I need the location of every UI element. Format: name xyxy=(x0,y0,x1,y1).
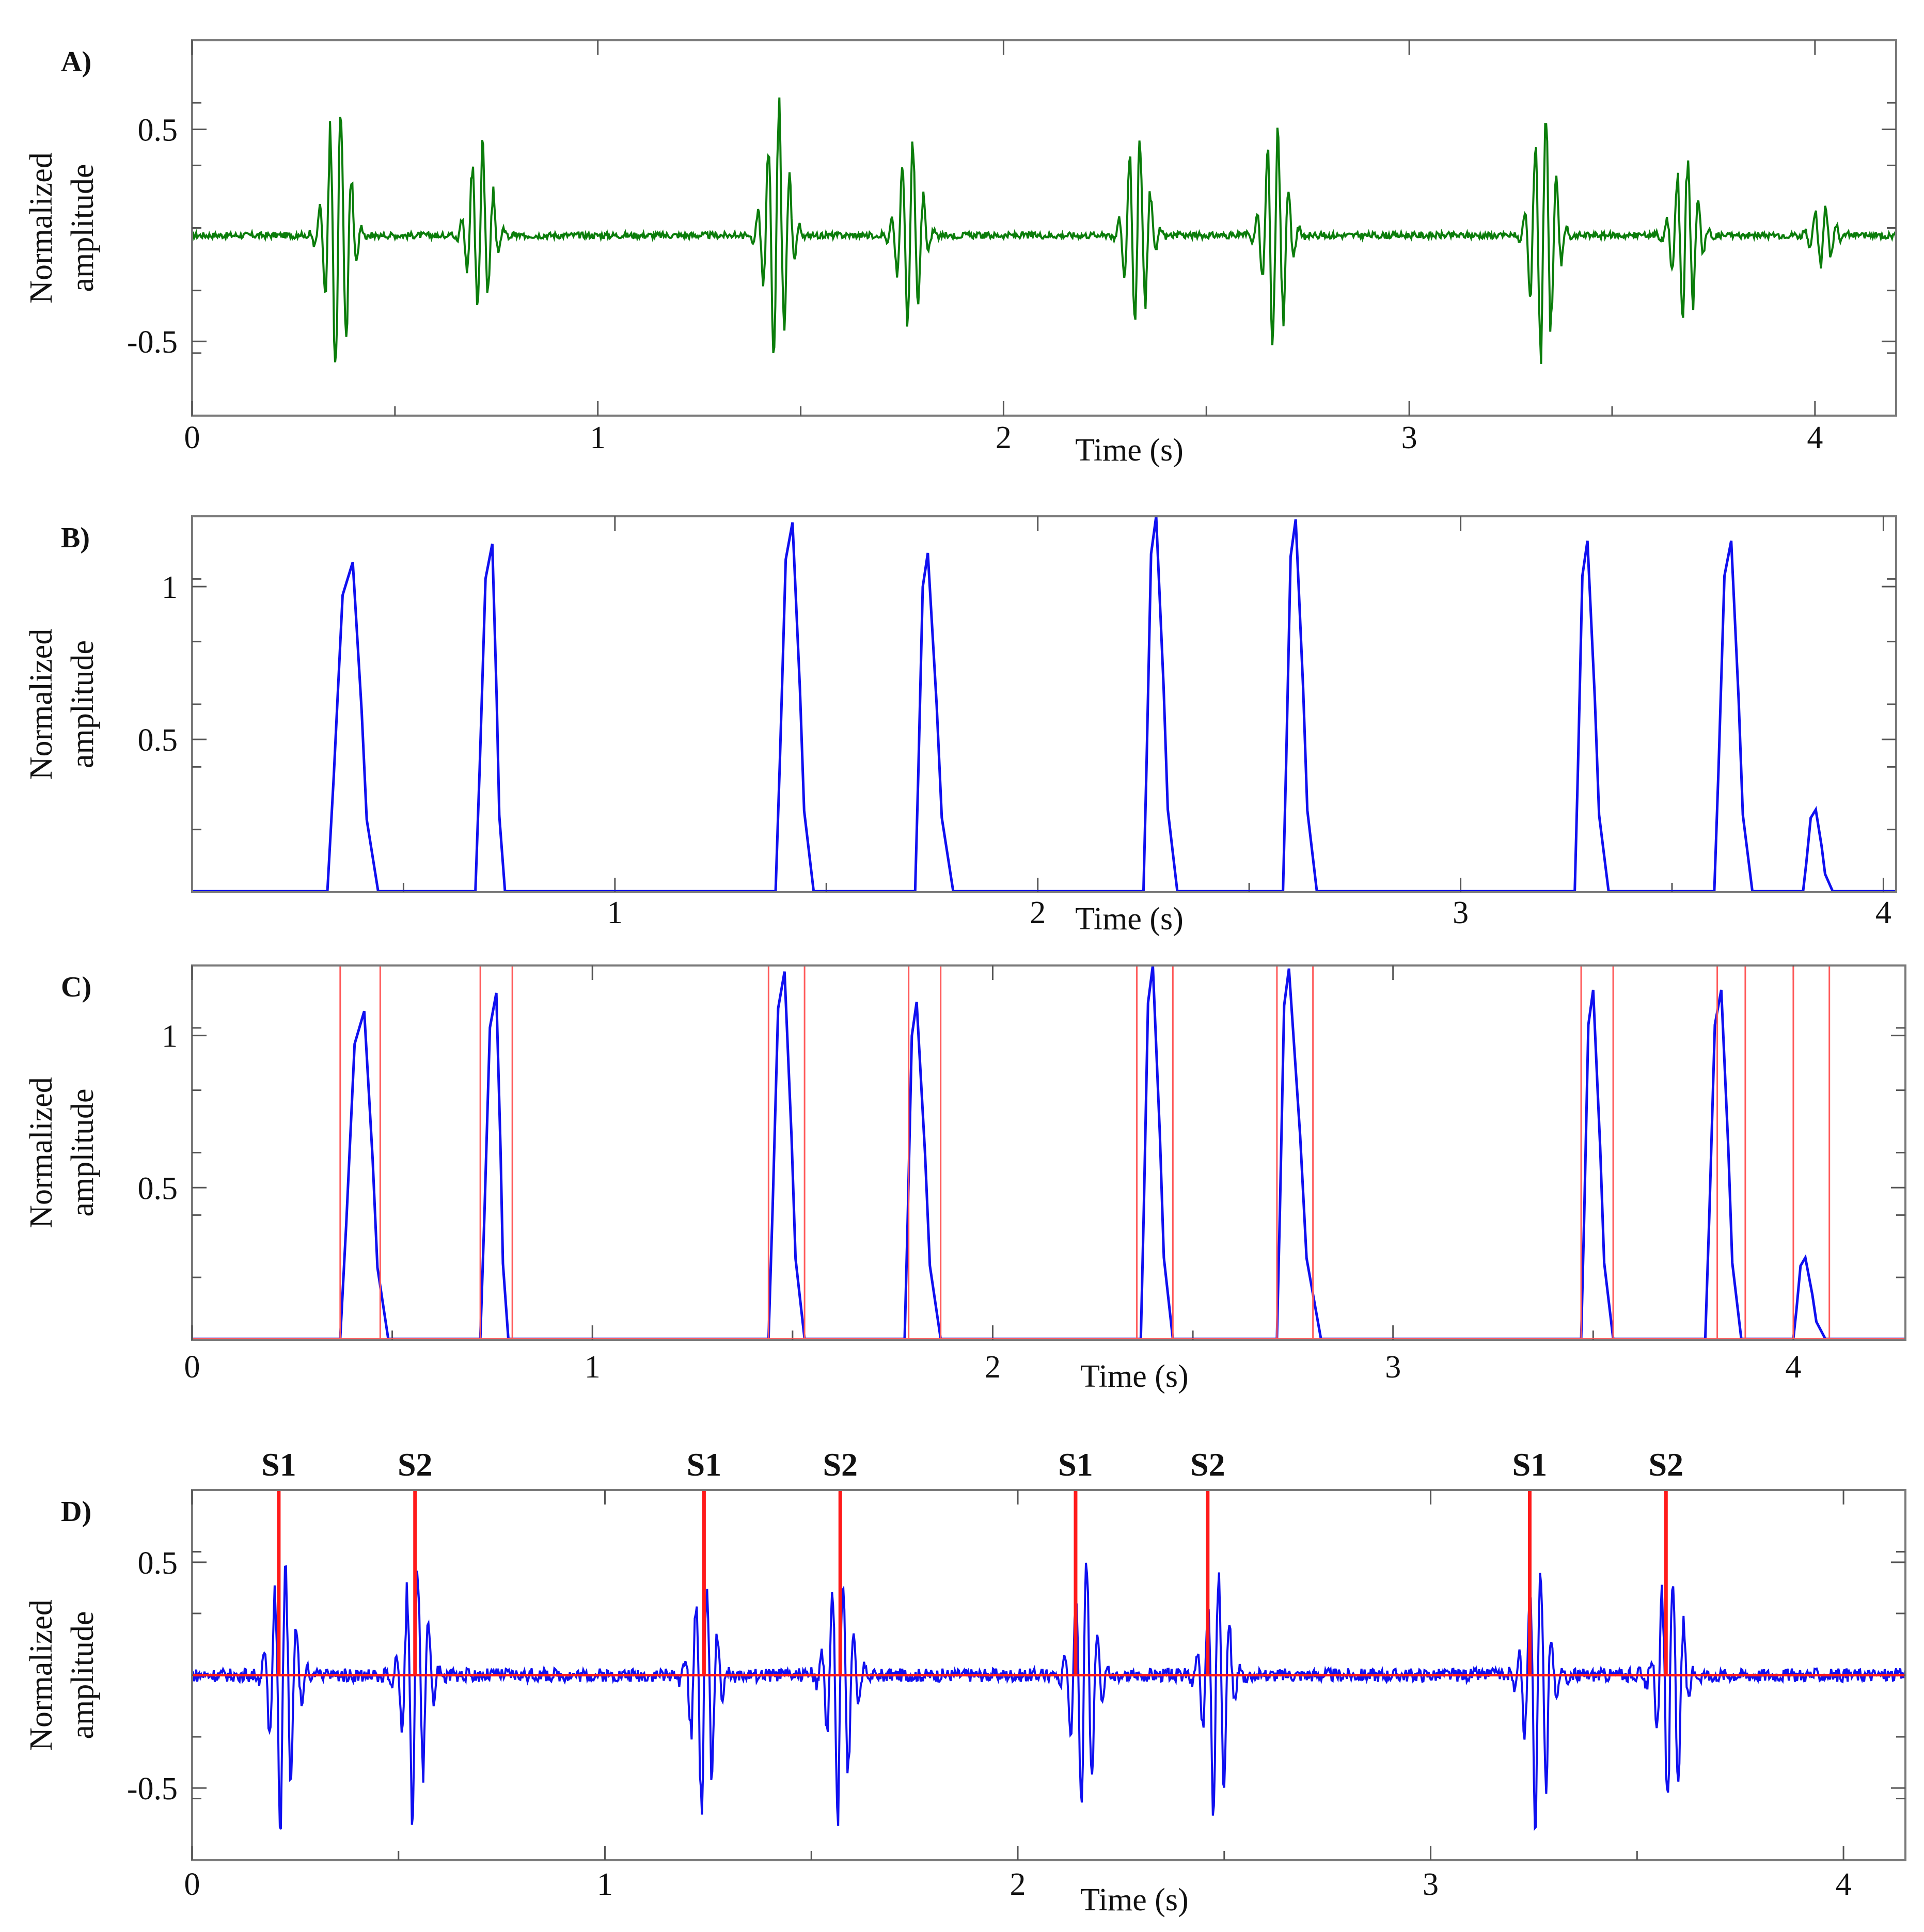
onset-label: S1 xyxy=(1058,1446,1093,1483)
segmentation-window xyxy=(479,967,513,1339)
plot-area xyxy=(193,517,1895,891)
plot-frame xyxy=(191,964,1906,1341)
y-tick-label: 0.5 xyxy=(138,113,178,148)
plot-area xyxy=(193,1491,1904,1831)
x-tick-label: 4 xyxy=(1785,1350,1801,1385)
signal-line xyxy=(193,1562,1904,1831)
x-tick-label: 0 xyxy=(184,1350,200,1385)
onset-label: S1 xyxy=(261,1446,296,1483)
panel-letter: B) xyxy=(61,522,90,554)
x-tick-label: 1 xyxy=(607,895,623,930)
y-axis-label-line1: Normalized xyxy=(24,1077,59,1228)
plot-frame xyxy=(191,39,1897,417)
x-tick-label: 4 xyxy=(1836,1867,1852,1902)
panel-a: 0.5 -0.5 0 1 2 3 4 Time (s) Normalized amplitude A… xyxy=(24,39,1897,468)
y-axis-label-line1: Normalized xyxy=(24,152,59,304)
plot-frame xyxy=(191,515,1897,893)
x-tick-label: 4 xyxy=(1875,895,1891,930)
segmentation-window xyxy=(1792,967,1831,1339)
x-tick-label: 0 xyxy=(184,420,200,455)
segmentation-window xyxy=(1580,967,1614,1339)
x-tick-label: 1 xyxy=(597,1867,613,1902)
plot-area xyxy=(193,967,1904,1339)
x-tick-label: 2 xyxy=(1010,1867,1026,1902)
y-tick-label: 0.5 xyxy=(138,1546,178,1581)
x-axis-label: Time (s) xyxy=(1080,1882,1189,1918)
onset-label: S1 xyxy=(1512,1446,1548,1483)
y-tick-label: 0.5 xyxy=(138,1171,178,1206)
y-axis-label-line2: amplitude xyxy=(65,1089,100,1217)
onset-label: S2 xyxy=(1648,1446,1683,1483)
x-tick-label: 3 xyxy=(1453,895,1469,930)
segmentation-window xyxy=(1716,967,1746,1339)
segmentation-window xyxy=(339,967,381,1339)
x-axis-label: Time (s) xyxy=(1075,901,1184,937)
x-tick-label: 4 xyxy=(1807,420,1823,455)
x-tick-label: 3 xyxy=(1423,1867,1439,1902)
x-tick-label: 3 xyxy=(1385,1350,1401,1385)
onset-label: S1 xyxy=(687,1446,722,1483)
y-axis-label-line2: amplitude xyxy=(65,1611,100,1739)
segmentation-window xyxy=(1136,967,1174,1339)
y-axis-label-line2: amplitude xyxy=(65,164,100,292)
onset-label: S2 xyxy=(398,1446,433,1483)
onset-label: S2 xyxy=(1190,1446,1225,1483)
x-tick-label: 1 xyxy=(585,1350,601,1385)
signal-line xyxy=(193,97,1895,364)
x-tick-label: 2 xyxy=(996,420,1012,455)
x-tick-label: 2 xyxy=(1030,895,1046,930)
x-tick-label: 3 xyxy=(1401,420,1417,455)
panel-letter: C) xyxy=(61,971,91,1003)
envelope-line xyxy=(193,967,1904,1339)
y-axis-label-line1: Normalized xyxy=(24,629,59,780)
segmentation-window xyxy=(908,967,942,1339)
panel-d: 0.5 -0.5 0 1 2 3 4 Time (s) Normalized amplitude D… xyxy=(24,1446,1906,1918)
x-tick-label: 1 xyxy=(590,420,606,455)
y-tick-label: 1 xyxy=(162,1019,178,1054)
envelope-line xyxy=(193,517,1895,891)
y-tick-label: -0.5 xyxy=(127,1771,178,1807)
x-axis-label: Time (s) xyxy=(1075,433,1184,468)
x-tick-label: 0 xyxy=(184,1867,200,1902)
x-axis-label: Time (s) xyxy=(1080,1359,1189,1394)
y-tick-label: 0.5 xyxy=(138,723,178,758)
panel-letter: D) xyxy=(61,1496,91,1528)
panel-c: 1 0.5 0 1 2 3 4 Time (s) Normalized amplitude C) xyxy=(24,964,1906,1394)
plot-area xyxy=(193,97,1895,364)
segmentation-window xyxy=(767,967,806,1339)
segmentation-window xyxy=(1276,967,1314,1339)
panel-b: 1 0.5 1 2 3 4 Time (s) Normalized amplitude B) xyxy=(24,515,1897,937)
y-tick-label: 1 xyxy=(162,570,178,605)
y-tick-label: -0.5 xyxy=(127,325,178,360)
y-axis-label-line1: Normalized xyxy=(24,1600,59,1751)
x-tick-label: 2 xyxy=(985,1350,1001,1385)
panel-letter: A) xyxy=(61,46,91,78)
y-axis-label-line2: amplitude xyxy=(65,640,100,768)
onset-label: S2 xyxy=(823,1446,858,1483)
